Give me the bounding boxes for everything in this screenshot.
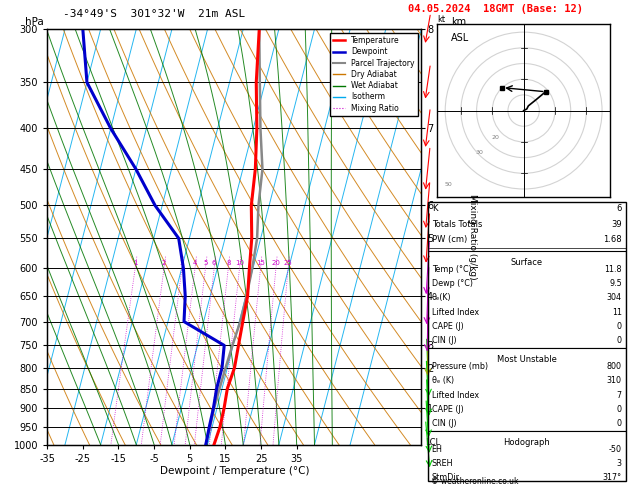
Text: -50: -50 bbox=[609, 445, 622, 454]
X-axis label: Dewpoint / Temperature (°C): Dewpoint / Temperature (°C) bbox=[160, 467, 309, 476]
Text: 10: 10 bbox=[235, 260, 244, 266]
Text: 04.05.2024  18GMT (Base: 12): 04.05.2024 18GMT (Base: 12) bbox=[408, 4, 582, 14]
Text: 6: 6 bbox=[616, 205, 622, 213]
Text: Totals Totals: Totals Totals bbox=[431, 220, 482, 229]
Text: EH: EH bbox=[431, 445, 443, 454]
Text: Pressure (mb): Pressure (mb) bbox=[431, 362, 488, 371]
Text: km: km bbox=[452, 17, 467, 27]
Text: hPa: hPa bbox=[25, 17, 43, 27]
Text: ASL: ASL bbox=[452, 34, 470, 43]
FancyBboxPatch shape bbox=[428, 251, 626, 348]
Text: 0: 0 bbox=[617, 419, 622, 428]
Text: 5: 5 bbox=[203, 260, 208, 266]
Text: LCL: LCL bbox=[426, 438, 441, 447]
Text: Dewp (°C): Dewp (°C) bbox=[431, 279, 472, 288]
Text: 25: 25 bbox=[284, 260, 292, 266]
Text: 0: 0 bbox=[617, 405, 622, 414]
Legend: Temperature, Dewpoint, Parcel Trajectory, Dry Adiabat, Wet Adiabat, Isotherm, Mi: Temperature, Dewpoint, Parcel Trajectory… bbox=[330, 33, 418, 116]
FancyBboxPatch shape bbox=[428, 348, 626, 431]
Text: 4: 4 bbox=[193, 260, 197, 266]
Text: 8: 8 bbox=[226, 260, 230, 266]
Text: kt: kt bbox=[437, 15, 445, 24]
Text: © weatheronline.co.uk: © weatheronline.co.uk bbox=[431, 477, 518, 486]
Text: 15: 15 bbox=[256, 260, 265, 266]
Text: 1: 1 bbox=[133, 260, 137, 266]
Text: 0: 0 bbox=[617, 322, 622, 331]
Text: Lifted Index: Lifted Index bbox=[431, 308, 479, 317]
Text: 304: 304 bbox=[607, 294, 622, 302]
Text: -34°49'S  301°32'W  21m ASL: -34°49'S 301°32'W 21m ASL bbox=[63, 9, 245, 19]
Text: 3: 3 bbox=[180, 260, 184, 266]
Text: CAPE (J): CAPE (J) bbox=[431, 322, 464, 331]
Y-axis label: Mixing Ratio (g/kg): Mixing Ratio (g/kg) bbox=[468, 194, 477, 280]
Text: CIN (J): CIN (J) bbox=[431, 336, 456, 346]
Text: Surface: Surface bbox=[511, 258, 543, 267]
Text: 50: 50 bbox=[445, 182, 452, 187]
Text: Most Unstable: Most Unstable bbox=[497, 355, 557, 364]
Text: PW (cm): PW (cm) bbox=[431, 235, 467, 244]
Text: 1.68: 1.68 bbox=[603, 235, 622, 244]
Text: 11.8: 11.8 bbox=[604, 264, 622, 274]
Text: 20: 20 bbox=[272, 260, 281, 266]
Text: 30: 30 bbox=[476, 151, 484, 156]
Text: 0: 0 bbox=[617, 336, 622, 346]
Text: 11: 11 bbox=[612, 308, 622, 317]
Text: SREH: SREH bbox=[431, 459, 453, 468]
Text: 6: 6 bbox=[212, 260, 216, 266]
Text: θₑ (K): θₑ (K) bbox=[431, 376, 454, 385]
Text: Hodograph: Hodograph bbox=[503, 438, 550, 447]
Text: Temp (°C): Temp (°C) bbox=[431, 264, 471, 274]
Text: 800: 800 bbox=[607, 362, 622, 371]
Text: 7: 7 bbox=[617, 391, 622, 399]
Text: CAPE (J): CAPE (J) bbox=[431, 405, 464, 414]
Text: 310: 310 bbox=[607, 376, 622, 385]
Text: 20: 20 bbox=[491, 135, 499, 140]
Text: 39: 39 bbox=[611, 220, 622, 229]
Text: CIN (J): CIN (J) bbox=[431, 419, 456, 428]
Text: Lifted Index: Lifted Index bbox=[431, 391, 479, 399]
Text: θₑ(K): θₑ(K) bbox=[431, 294, 452, 302]
Text: StmDir: StmDir bbox=[431, 473, 460, 482]
Text: 317°: 317° bbox=[603, 473, 622, 482]
FancyBboxPatch shape bbox=[428, 431, 626, 486]
Text: 9.5: 9.5 bbox=[609, 279, 622, 288]
Text: 2: 2 bbox=[162, 260, 166, 266]
Text: 3: 3 bbox=[617, 459, 622, 468]
Text: K: K bbox=[431, 205, 437, 213]
